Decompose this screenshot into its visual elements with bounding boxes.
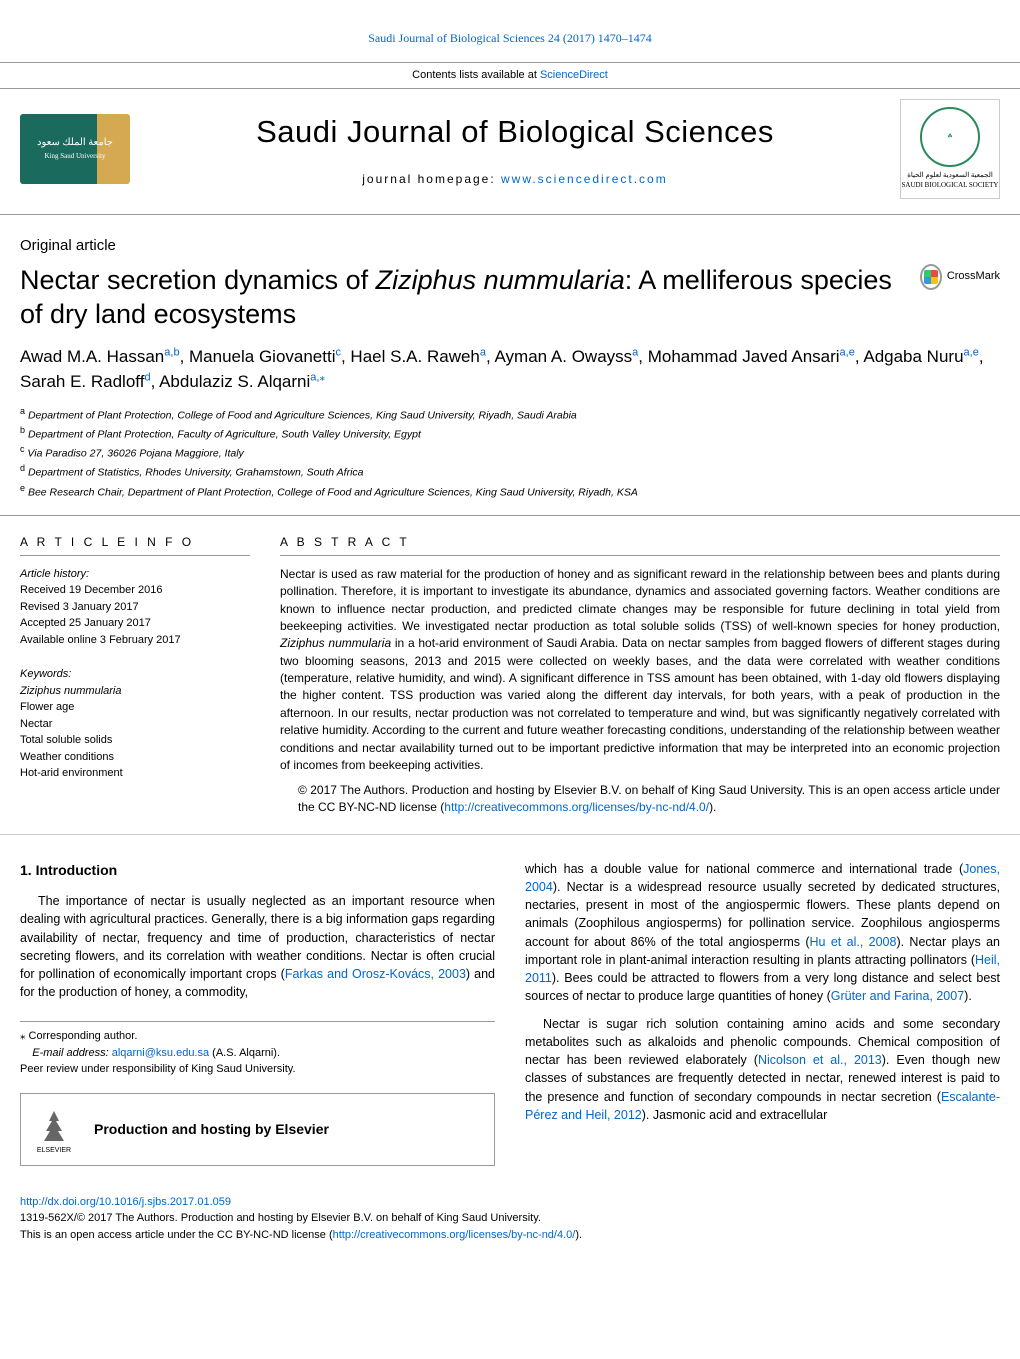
keyword-6: Hot-arid environment: [20, 765, 250, 782]
elsevier-label: ELSEVIER: [37, 1146, 71, 1156]
society-english: SAUDI BIOLOGICAL SOCIETY: [902, 181, 999, 191]
article-title: Nectar secretion dynamics of Ziziphus nu…: [20, 264, 900, 344]
elsevier-box-text: Production and hosting by Elsevier: [94, 1119, 329, 1139]
email-link[interactable]: alqarni@ksu.edu.sa: [112, 1047, 209, 1059]
intro-p1: The importance of nectar is usually negl…: [20, 892, 495, 1001]
body-columns: 1. Introduction The importance of nectar…: [0, 835, 1020, 1186]
homepage-prefix: journal homepage:: [362, 172, 501, 186]
citation-link[interactable]: Saudi Journal of Biological Sciences 24 …: [368, 31, 652, 45]
journal-homepage: journal homepage: www.sciencedirect.com: [130, 171, 900, 188]
online-date: Available online 3 February 2017: [20, 632, 250, 649]
elsevier-logo: ELSEVIER: [29, 1102, 79, 1157]
contents-bar: Contents lists available at ScienceDirec…: [0, 62, 1020, 89]
title-row: Nectar secretion dynamics of Ziziphus nu…: [0, 264, 1020, 344]
abstract-p2: in a hot-arid environment of Saudi Arabi…: [280, 636, 1000, 772]
elsevier-tree-icon: [34, 1106, 74, 1146]
sciencedirect-link[interactable]: ScienceDirect: [540, 69, 608, 81]
author-5: , Mohammad Javed Ansari: [638, 347, 839, 366]
col2-p1: which has a double value for national co…: [525, 860, 1000, 1005]
authors-list: Awad M.A. Hassana,b, Manuela Giovanettic…: [0, 344, 1020, 405]
journal-title: Saudi Journal of Biological Sciences: [130, 110, 900, 153]
history-label: Article history:: [20, 566, 250, 583]
bottom-references: http://dx.doi.org/10.1016/j.sjbs.2017.01…: [0, 1186, 1020, 1269]
crossmark-badge[interactable]: CrossMark: [920, 264, 1000, 290]
homepage-link[interactable]: www.sciencedirect.com: [501, 172, 668, 186]
contents-prefix: Contents lists available at: [412, 69, 540, 81]
society-logo: ☘ الجمعية السعودية لعلوم الحياة SAUDI BI…: [900, 99, 1000, 199]
peer-review-note: Peer review under responsibility of King…: [20, 1061, 495, 1078]
journal-center: Saudi Journal of Biological Sciences jou…: [130, 110, 900, 188]
keywords: Keywords: Ziziphus nummularia Flower age…: [20, 666, 250, 782]
journal-header: جامعة الملك سعود King Saud University Sa…: [0, 89, 1020, 215]
ref-gruter[interactable]: Grüter and Farina, 2007: [831, 989, 964, 1003]
email-prefix: E-mail address:: [32, 1047, 111, 1059]
article-type: Original article: [0, 215, 1020, 264]
left-column: 1. Introduction The importance of nectar…: [20, 860, 495, 1166]
author-4: , Ayman A. Owayss: [486, 347, 632, 366]
header-citation: Saudi Journal of Biological Sciences 24 …: [0, 0, 1020, 62]
article-history: Article history: Received 19 December 20…: [20, 566, 250, 649]
society-arabic: الجمعية السعودية لعلوم الحياة: [907, 171, 993, 181]
author-3: , Hael S.A. Raweh: [341, 347, 480, 366]
keywords-label: Keywords:: [20, 666, 250, 683]
abstract-column: A B S T R A C T Nectar is used as raw ma…: [280, 534, 1000, 816]
title-part1: Nectar secretion dynamics of: [20, 265, 376, 295]
crossmark-label: CrossMark: [947, 269, 1000, 284]
crossmark-icon: [920, 264, 942, 290]
info-abstract-row: A R T I C L E I N F O Article history: R…: [0, 516, 1020, 835]
copyright-end: ).: [709, 800, 716, 814]
ref-hu[interactable]: Hu et al., 2008: [810, 935, 897, 949]
section-1-heading: 1. Introduction: [20, 860, 495, 880]
affiliation-d: d Department of Statistics, Rhodes Unive…: [20, 462, 1000, 481]
author-2: , Manuela Giovanetti: [180, 347, 336, 366]
abstract-text: Nectar is used as raw material for the p…: [280, 566, 1000, 775]
affiliation-a: a Department of Plant Protection, Colleg…: [20, 405, 1000, 424]
col2-p2: Nectar is sugar rich solution containing…: [525, 1015, 1000, 1124]
corresponding-star[interactable]: ⁎: [319, 372, 325, 384]
abstract-copyright: © 2017 The Authors. Production and hosti…: [280, 782, 1000, 816]
email-name: (A.S. Alqarni).: [209, 1047, 280, 1059]
author-5-aff[interactable]: a,e: [840, 346, 855, 358]
revised-date: Revised 3 January 2017: [20, 599, 250, 616]
author-6: , Adgaba Nuru: [855, 347, 964, 366]
ksu-logo-english: King Saud University: [44, 152, 105, 162]
elsevier-box: ELSEVIER Production and hosting by Elsev…: [20, 1093, 495, 1166]
keyword-1: Ziziphus nummularia: [20, 683, 250, 700]
bottom-license-link[interactable]: http://creativecommons.org/licenses/by-n…: [333, 1229, 576, 1241]
author-8: , Abdulaziz S. Alqarni: [151, 372, 311, 391]
ref-nicolson[interactable]: Nicolson et al., 2013: [758, 1053, 882, 1067]
affiliations: a Department of Plant Protection, Colleg…: [0, 405, 1020, 516]
crossmark-inner-icon: [924, 270, 938, 284]
corresponding-note: ⁎ Corresponding author.: [20, 1028, 495, 1045]
author-1: Awad M.A. Hassan: [20, 347, 164, 366]
society-circle-icon: ☘: [920, 107, 980, 167]
author-6-aff[interactable]: a,e: [964, 346, 979, 358]
received-date: Received 19 December 2016: [20, 582, 250, 599]
affiliation-b: b Department of Plant Protection, Facult…: [20, 424, 1000, 443]
abstract-heading: A B S T R A C T: [280, 534, 1000, 556]
doi-link[interactable]: http://dx.doi.org/10.1016/j.sjbs.2017.01…: [20, 1196, 231, 1208]
ksu-logo: جامعة الملك سعود King Saud University: [20, 114, 130, 184]
author-1-aff[interactable]: a,b: [164, 346, 179, 358]
license-link[interactable]: http://creativecommons.org/licenses/by-n…: [444, 800, 709, 814]
article-info-heading: A R T I C L E I N F O: [20, 534, 250, 556]
keyword-4: Total soluble solids: [20, 732, 250, 749]
keyword-2: Flower age: [20, 699, 250, 716]
keyword-5: Weather conditions: [20, 749, 250, 766]
affiliation-c: c Via Paradiso 27, 36026 Pojana Maggiore…: [20, 443, 1000, 462]
keyword-3: Nectar: [20, 716, 250, 733]
abstract-italic1: Ziziphus nummularia: [280, 636, 391, 650]
ksu-logo-arabic: جامعة الملك سعود: [37, 136, 113, 150]
footnotes: ⁎ Corresponding author. E-mail address: …: [20, 1021, 495, 1078]
license-line: This is an open access article under the…: [20, 1227, 1000, 1244]
ref-farkas[interactable]: Farkas and Orosz-Kovács, 2003: [285, 967, 466, 981]
email-line: E-mail address: alqarni@ksu.edu.sa (A.S.…: [20, 1045, 495, 1062]
affiliation-e: e Bee Research Chair, Department of Plan…: [20, 482, 1000, 501]
abstract-p1: Nectar is used as raw material for the p…: [280, 567, 1000, 633]
right-column: which has a double value for national co…: [525, 860, 1000, 1166]
title-italic: Ziziphus nummularia: [376, 265, 625, 295]
issn-line: 1319-562X/© 2017 The Authors. Production…: [20, 1210, 1000, 1227]
article-info-column: A R T I C L E I N F O Article history: R…: [20, 534, 250, 816]
accepted-date: Accepted 25 January 2017: [20, 615, 250, 632]
